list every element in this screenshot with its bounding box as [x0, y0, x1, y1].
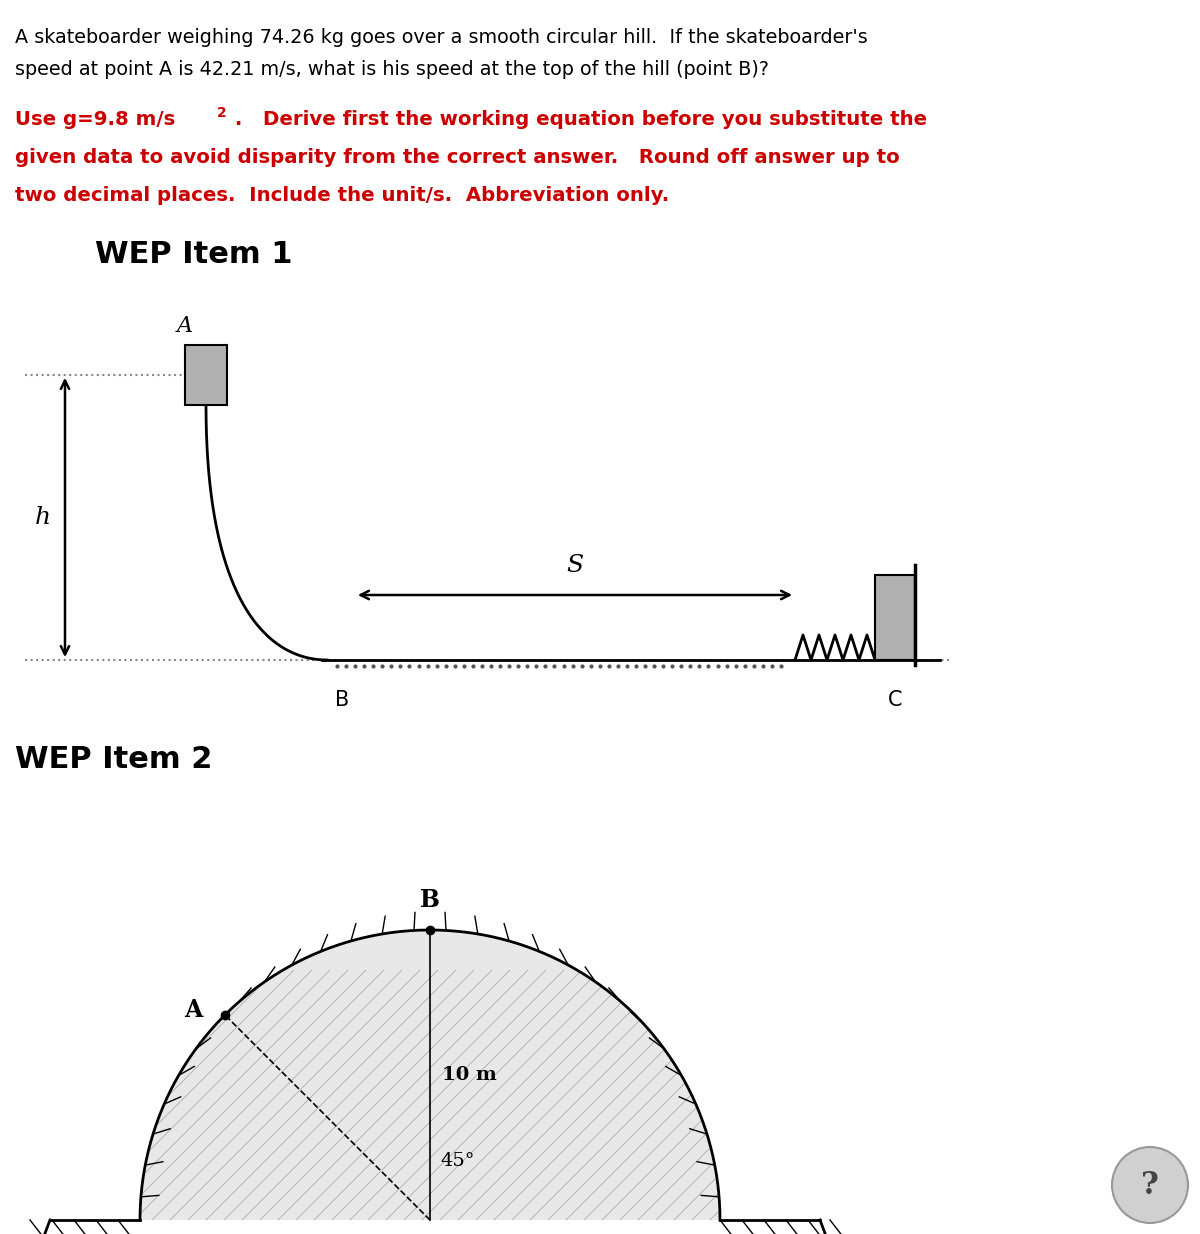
- Text: Use g=9.8 m/s: Use g=9.8 m/s: [14, 110, 175, 130]
- Text: WEP Item 2: WEP Item 2: [14, 745, 212, 774]
- Text: B: B: [420, 888, 440, 912]
- Text: A skateboarder weighing 74.26 kg goes over a smooth circular hill.  If the skate: A skateboarder weighing 74.26 kg goes ov…: [14, 28, 868, 47]
- Bar: [875, 575, 916, 660]
- Text: speed at point A is 42.21 m/s, what is his speed at the top of the hill (point B: speed at point A is 42.21 m/s, what is h…: [14, 60, 769, 79]
- Text: 10 m: 10 m: [442, 1066, 497, 1083]
- Text: C: C: [888, 690, 902, 710]
- Text: h: h: [35, 506, 52, 529]
- Polygon shape: [140, 930, 720, 1220]
- Bar: [185, 346, 227, 405]
- Circle shape: [1112, 1146, 1188, 1223]
- Text: .   Derive first the working equation before you substitute the: . Derive first the working equation befo…: [228, 110, 928, 130]
- Text: A: A: [178, 315, 193, 337]
- Text: B: B: [335, 690, 349, 710]
- Text: S: S: [566, 554, 583, 578]
- Text: two decimal places.  Include the unit/s.  Abbreviation only.: two decimal places. Include the unit/s. …: [14, 186, 670, 205]
- Text: WEP Item 1: WEP Item 1: [95, 239, 293, 269]
- Text: A: A: [185, 998, 203, 1022]
- Text: ?: ?: [1141, 1170, 1159, 1201]
- Text: 2: 2: [217, 106, 227, 120]
- Text: given data to avoid disparity from the correct answer.   Round off answer up to: given data to avoid disparity from the c…: [14, 148, 900, 167]
- Text: 45°: 45°: [440, 1153, 474, 1170]
